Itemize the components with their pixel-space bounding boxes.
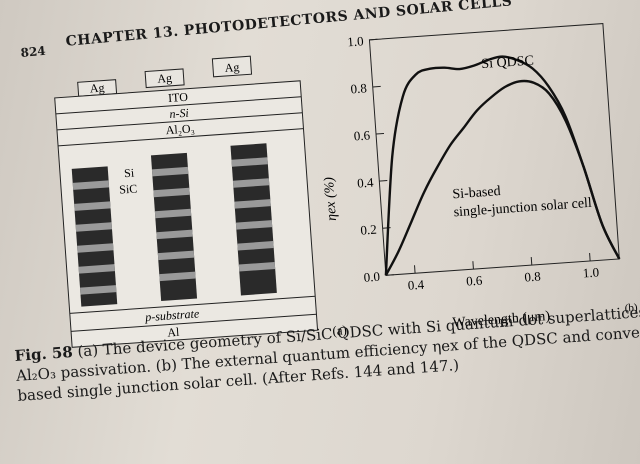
superlattice-right [230, 143, 277, 296]
y-tick-label: 0.2 [360, 222, 377, 238]
x-tick-label: 0.6 [466, 273, 484, 289]
y-tick-mark [382, 227, 391, 229]
ag-label-left: Ag [89, 80, 105, 95]
si-label: Si [124, 166, 136, 181]
x-tick-mark [414, 265, 416, 274]
y-tick-mark [379, 180, 388, 182]
x-tick-mark [589, 252, 591, 262]
eqe-chart: 0.00.20.40.60.81.0 0.4 0.6 0.8 1.0 ηex (%) … [322, 22, 638, 331]
ito-label: ITO [168, 90, 189, 105]
n-si-label: n-Si [169, 106, 189, 121]
x-tick-label: 0.4 [407, 277, 425, 293]
device-diagram: Ag Ag Ag ITO n-Si Al₂O₃ [54, 55, 347, 348]
y-tick-label: 1.0 [347, 33, 364, 49]
y-tick-mark [372, 85, 381, 88]
superlattice-left [71, 166, 118, 307]
series-si-single-junction-line [384, 79, 621, 276]
x-tick-label: 1.0 [582, 264, 599, 280]
ag-label-middle: Ag [157, 71, 173, 86]
oxide-label: Al₂O₃ [165, 121, 195, 137]
plot-frame [368, 22, 620, 276]
figure-svg: Ag Ag Ag ITO n-Si Al₂O₃ [54, 22, 638, 348]
ag-label-right: Ag [224, 60, 240, 75]
x-axis-label: Wavelength (μm) [452, 309, 551, 331]
series-si-qdsc-line [384, 55, 621, 276]
y-tick-label: 0.8 [350, 80, 367, 96]
y-tick-mark [369, 38, 378, 41]
figure: Ag Ag Ag ITO n-Si Al₂O₃ [24, 18, 640, 359]
substrate-label: p-substrate [144, 306, 201, 324]
sic-label: SiC [119, 181, 138, 196]
ag-contact-right [211, 55, 253, 78]
x-tick-label: 0.8 [524, 269, 541, 285]
label-si-based: Si-based [452, 184, 501, 202]
y-axis-label: ηex (%) [322, 176, 340, 221]
ag-contact-middle [144, 68, 185, 89]
y-tick-label: 0.0 [363, 269, 380, 285]
x-tick-mark [530, 257, 533, 266]
label-si-qdsc: Si QDSC [481, 53, 534, 72]
x-tick-mark [472, 261, 474, 270]
page-number: 824 [20, 43, 47, 61]
y-tick-label: 0.4 [357, 175, 375, 191]
al-label: Al [167, 325, 181, 340]
superlattice-middle [150, 152, 198, 302]
y-tick-label: 0.6 [353, 127, 371, 143]
y-tick-mark [375, 132, 385, 135]
panel-a-label: (a) [332, 322, 347, 338]
panel-b-label: (b) [624, 302, 638, 315]
